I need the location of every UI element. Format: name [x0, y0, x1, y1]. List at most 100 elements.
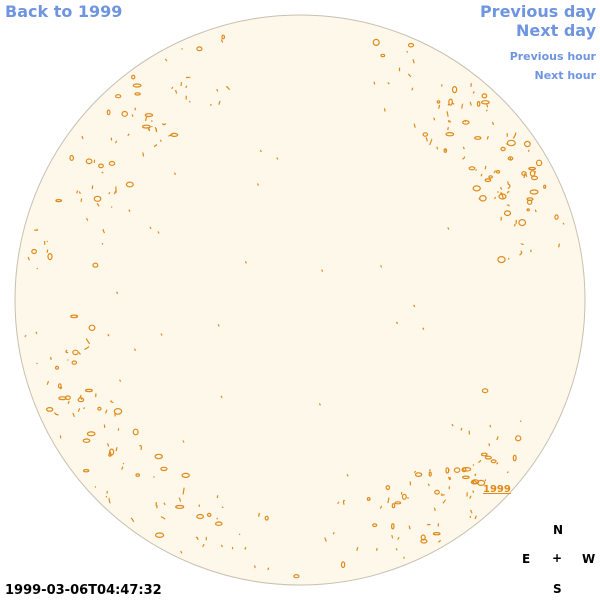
contour-mark — [526, 199, 533, 205]
contour-mark — [475, 169, 477, 171]
contour-mark — [440, 493, 445, 496]
contour-mark — [448, 476, 451, 481]
contour-mark — [486, 104, 489, 108]
contour-mark — [506, 142, 509, 146]
next-hour-link[interactable]: Next hour — [534, 69, 597, 82]
contour-mark — [519, 420, 522, 423]
contour-mark — [108, 160, 116, 166]
contour-mark — [80, 198, 83, 202]
contour-mark — [512, 454, 517, 462]
contour-mark — [125, 181, 134, 188]
year-link[interactable]: 1999 — [483, 484, 511, 495]
contour-mark — [121, 110, 129, 117]
contour-mark — [130, 517, 135, 523]
contour-mark — [491, 121, 495, 126]
contour-mark — [507, 183, 511, 190]
contour-mark — [72, 349, 79, 356]
contour-mark — [471, 479, 480, 485]
back-to-year-link[interactable]: Back to 1999 — [5, 2, 123, 21]
contour-mark — [558, 243, 561, 248]
contour-mark — [84, 388, 93, 393]
contour-mark — [105, 495, 108, 498]
contour-mark — [499, 186, 503, 190]
contour-mark — [484, 165, 487, 170]
contour-mark — [462, 156, 466, 160]
contour-mark — [264, 515, 269, 521]
contour-mark — [447, 127, 449, 131]
sky-disk — [14, 14, 586, 586]
contour-mark — [422, 327, 425, 330]
contour-mark — [157, 231, 160, 234]
contour-mark — [133, 348, 137, 351]
contour-mark — [534, 170, 536, 174]
contour-mark — [412, 59, 415, 64]
contour-mark — [217, 324, 220, 327]
contour-mark — [127, 133, 130, 137]
contour-mark — [469, 101, 472, 106]
contour-mark — [472, 91, 475, 94]
contour-mark — [507, 156, 514, 161]
contour-mark — [413, 123, 416, 128]
contour-mark — [428, 469, 431, 472]
previous-hour-link[interactable]: Previous hour — [509, 50, 596, 63]
contour-mark — [130, 74, 136, 80]
contour-mark — [332, 532, 335, 535]
contour-mark — [324, 537, 327, 542]
contour-mark — [379, 505, 383, 509]
contour-mark — [83, 407, 86, 410]
contour-mark — [385, 485, 391, 491]
contour-mark — [57, 383, 62, 389]
contour-mark — [135, 473, 141, 477]
contour-mark — [481, 93, 488, 99]
contour-mark — [221, 506, 224, 509]
contour-mark — [50, 356, 52, 361]
contour-mark — [526, 208, 530, 212]
contour-mark — [436, 146, 439, 150]
contour-mark — [474, 473, 477, 477]
compass-north: N — [553, 523, 564, 537]
contour-mark — [476, 479, 486, 486]
contour-mark — [72, 412, 75, 418]
contour-mark — [470, 509, 473, 514]
contour-mark — [434, 489, 440, 495]
contour-mark — [79, 394, 82, 399]
contour-mark — [162, 123, 167, 126]
contour-mark — [461, 467, 467, 473]
contour-mark — [46, 380, 50, 385]
contour-mark — [196, 513, 205, 520]
contour-mark — [519, 250, 523, 256]
contour-mark — [407, 73, 412, 78]
contour-mark — [178, 497, 182, 502]
contour-mark — [562, 222, 565, 225]
contour-mark — [182, 487, 185, 495]
contour-mark — [110, 400, 114, 404]
contour-mark — [342, 499, 346, 505]
contour-mark — [380, 265, 383, 268]
next-day-link[interactable]: Next day — [516, 21, 596, 40]
contour-mark — [453, 467, 461, 473]
contour-mark — [372, 523, 378, 528]
contour-mark — [448, 98, 454, 106]
contour-mark — [154, 127, 157, 130]
contour-mark — [256, 183, 260, 186]
contour-mark — [486, 135, 489, 140]
contour-mark — [254, 565, 256, 569]
contour-mark — [480, 173, 483, 177]
contour-mark — [104, 409, 108, 414]
contour-mark — [383, 108, 386, 112]
contour-mark — [490, 459, 497, 464]
contour-mark — [554, 214, 559, 220]
previous-day-link[interactable]: Previous day — [479, 2, 596, 21]
contour-mark — [523, 173, 526, 179]
contour-mark — [484, 178, 492, 183]
contour-mark — [442, 499, 446, 504]
contour-mark — [422, 132, 429, 137]
contour-mark — [119, 379, 122, 382]
hour-navigation: Previous hour Next hour — [510, 45, 596, 83]
contour-mark — [160, 466, 168, 472]
contour-mark — [395, 321, 399, 325]
contour-mark — [391, 534, 394, 539]
contour-mark — [413, 470, 417, 474]
contour-mark — [216, 495, 219, 499]
